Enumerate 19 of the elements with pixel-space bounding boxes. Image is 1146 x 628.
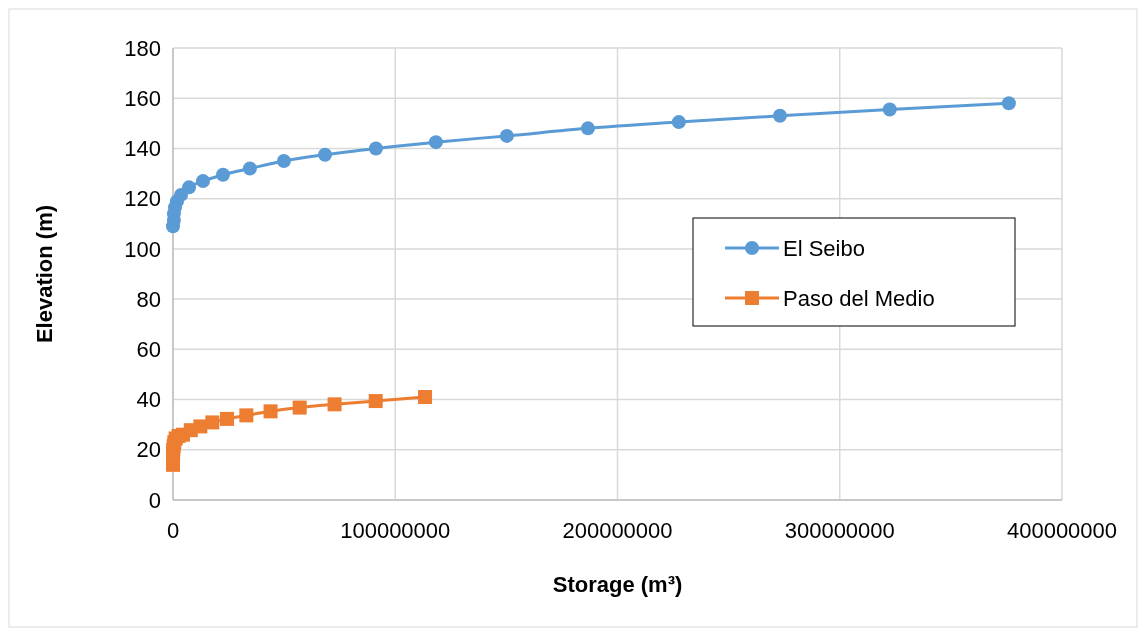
y-tick-label: 20 [136,437,161,463]
y-tick-label: 120 [124,186,161,212]
y-tick-label: 160 [124,85,161,111]
y-tick-label: 140 [124,136,161,162]
x-tick-label: 300000000 [784,518,895,543]
x-tick-label: 200000000 [562,518,673,543]
y-tick-label: 60 [136,337,161,363]
legend-label: El Seibo [783,235,865,261]
y-tick-label: 180 [124,35,161,61]
x-tick-label: 100000000 [340,518,451,543]
legend-label: Paso del Medio [783,285,935,311]
y-axis-title: Elevation (m) [32,204,57,344]
x-tick-label: 0 [166,518,180,543]
x-tick-label: 400000000 [1006,518,1118,543]
y-tick-label: 40 [136,387,161,413]
x-axis-title: Storage (m³) [552,572,683,597]
y-tick-label: 0 [148,487,161,513]
y-tick-label: 80 [136,286,161,312]
y-tick-label: 100 [124,236,161,262]
